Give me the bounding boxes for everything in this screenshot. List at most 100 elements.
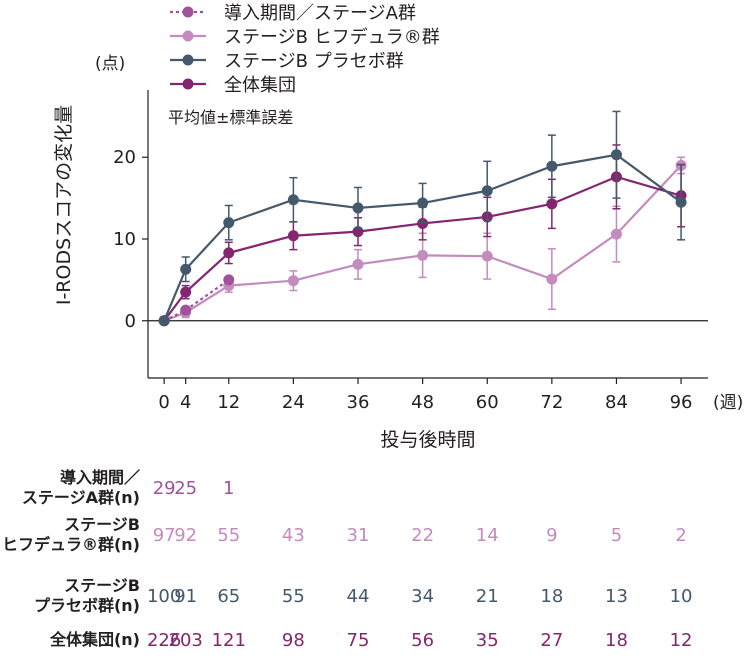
x-tick-label: 24 — [282, 392, 305, 413]
table-cell: 34 — [411, 586, 435, 607]
y-unit-label: (点) — [95, 54, 125, 74]
table-cell: 9 — [546, 525, 558, 546]
x-tick-label: 4 — [180, 392, 191, 413]
table-row-label-line: ステージB — [64, 515, 140, 534]
data-point — [180, 263, 192, 275]
table-row-label: 導入期間／ ステージA群(n) — [0, 468, 140, 508]
table-cell: 5 — [610, 525, 623, 546]
legend-label: ステージB ヒフデュラ®群 — [224, 27, 440, 48]
table-row-label-line: 全体集団(n) — [49, 630, 140, 649]
table-cell: 65 — [217, 586, 241, 607]
table-row-label: ステージB プラセボ群(n) — [0, 576, 140, 616]
table-row-label-line: ステージA群(n) — [21, 488, 140, 507]
x-axis-title: 投与後時間 — [380, 429, 475, 451]
table-cell: 2 — [675, 525, 687, 546]
table-cell: 29 — [152, 478, 176, 499]
table-cell: 55 — [217, 525, 241, 546]
data-point — [481, 185, 493, 197]
table-cell: 121 — [211, 630, 246, 651]
series-line — [163, 153, 682, 322]
table-row-label-line: ヒフデュラ®群(n) — [1, 535, 140, 554]
data-point — [158, 315, 170, 327]
table-cell: 226 — [146, 630, 182, 651]
data-point — [417, 249, 429, 261]
data-point — [352, 258, 364, 270]
data-point — [180, 304, 192, 316]
table-cell: 100 — [146, 586, 182, 607]
data-point — [417, 197, 429, 209]
table-cell: 25 — [174, 478, 198, 499]
data-point — [610, 228, 622, 240]
table-row-label-line: プラセボ群(n) — [33, 596, 140, 615]
series-line — [163, 175, 682, 322]
table-cell: 18 — [605, 630, 628, 651]
table-row-label-line: 導入期間／ — [59, 468, 140, 487]
x-tick-label: 0 — [158, 392, 169, 413]
data-point — [481, 250, 493, 262]
table-cell: 21 — [475, 586, 499, 607]
x-unit-label: (週) — [713, 393, 743, 413]
data-point — [223, 274, 235, 286]
data-point — [352, 202, 364, 214]
y-tick-label: 10 — [113, 229, 136, 250]
table-cell: 31 — [346, 525, 370, 546]
table-cell: 13 — [605, 586, 628, 607]
legend-label: 導入期間／ステージA群 — [224, 3, 416, 24]
table-cell: 27 — [540, 630, 564, 651]
data-point — [287, 194, 299, 206]
legend-label: ステージB プラセボ群 — [224, 51, 404, 72]
table-cell: 97 — [152, 525, 176, 546]
x-tick-label: 96 — [670, 392, 693, 413]
table-cell: 12 — [669, 630, 693, 651]
table-cell: 56 — [411, 630, 435, 651]
table-cell: 22 — [411, 525, 435, 546]
table-cell: 18 — [540, 586, 564, 607]
table-cell: 91 — [174, 586, 198, 607]
data-point — [223, 247, 235, 259]
x-tick-label: 60 — [476, 392, 499, 413]
table-cell: 10 — [669, 586, 693, 607]
table-cell: 44 — [346, 586, 370, 607]
legend-marker — [182, 78, 194, 90]
data-point — [287, 275, 299, 287]
table-row-label: ステージB ヒフデュラ®群(n) — [0, 515, 140, 555]
table-row-label: 全体集団(n) — [0, 630, 140, 650]
table-cell: 1 — [223, 478, 235, 499]
error-annotation: 平均値±標準誤差 — [168, 108, 293, 127]
data-point — [223, 217, 235, 229]
data-point — [180, 286, 192, 298]
table-cell: 98 — [281, 630, 305, 651]
legend-marker — [182, 30, 194, 42]
data-point — [287, 230, 299, 242]
data-point — [546, 198, 558, 210]
data-point — [417, 217, 429, 229]
table-cell: 75 — [346, 630, 370, 651]
y-axis-title: I-RODSスコアの変化量 — [53, 105, 75, 305]
table-cell: 43 — [281, 525, 305, 546]
x-tick-label: 72 — [540, 392, 563, 413]
table-row: 全体集団(n) 226 203 121 98 75 56 35 27 18 12 — [0, 622, 745, 662]
x-tick-label: 48 — [411, 392, 434, 413]
table-row: ステージB プラセボ群(n) 100 91 65 55 44 34 21 18 13 10 — [0, 576, 745, 618]
data-point — [610, 149, 622, 161]
table-row: 導入期間／ ステージA群(n) 29 25 1 — [0, 468, 745, 510]
table-cell: 14 — [475, 525, 499, 546]
x-tick-label: 12 — [217, 392, 240, 413]
legend-marker — [182, 54, 194, 66]
table-row: ステージB ヒフデュラ®群(n) 97 92 55 43 31 22 14 9 5 2 — [0, 515, 745, 557]
table-row-label-line: ステージB — [64, 576, 140, 595]
y-tick-label: 20 — [113, 147, 136, 168]
table-cell: 55 — [281, 586, 305, 607]
x-tick-label: 36 — [347, 392, 370, 413]
y-tick-label: 0 — [125, 311, 136, 332]
legend-label: 全体集団 — [224, 75, 296, 96]
legend-marker — [182, 6, 194, 18]
x-tick-label: 84 — [605, 392, 628, 413]
data-point — [675, 196, 687, 208]
table-cell: 203 — [168, 630, 203, 651]
table-cell: 35 — [475, 630, 499, 651]
data-point — [546, 273, 558, 285]
table-cell: 92 — [174, 525, 198, 546]
data-point — [546, 160, 558, 172]
